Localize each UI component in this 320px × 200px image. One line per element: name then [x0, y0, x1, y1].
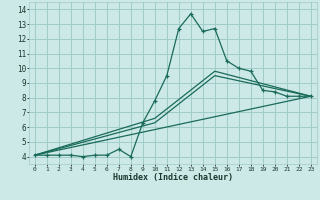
- X-axis label: Humidex (Indice chaleur): Humidex (Indice chaleur): [113, 173, 233, 182]
